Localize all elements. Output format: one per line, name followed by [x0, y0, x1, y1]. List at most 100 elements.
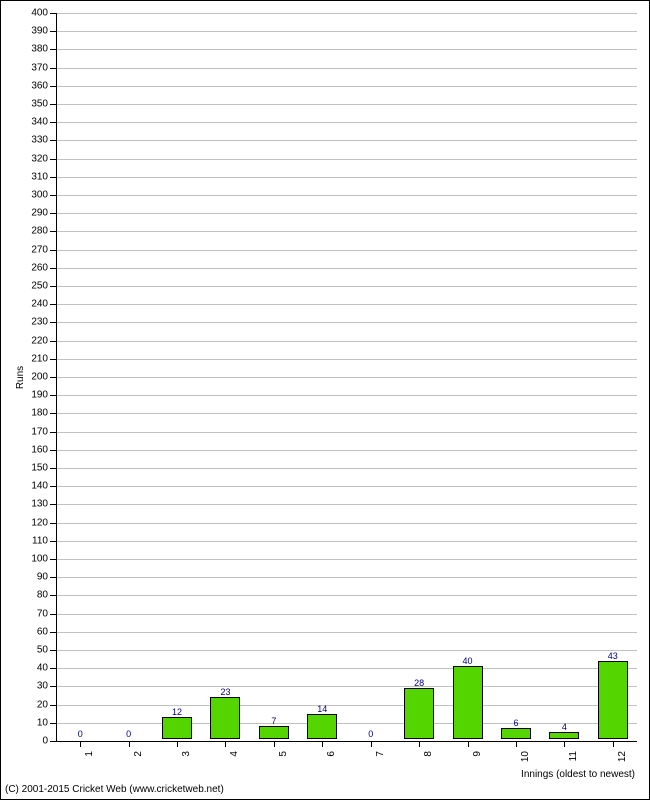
gridline: [56, 286, 637, 287]
gridline: [56, 686, 637, 687]
footer-copyright: (C) 2001-2015 Cricket Web (www.cricketwe…: [5, 784, 224, 795]
y-tick-label: 130: [1, 499, 48, 510]
y-tick-label: 360: [1, 80, 48, 91]
gridline: [56, 377, 637, 378]
y-tick-label: 50: [1, 645, 48, 656]
y-tick-label: 220: [1, 335, 48, 346]
bar: [259, 726, 289, 739]
y-tick-label: 110: [1, 535, 48, 546]
x-tick-label: 10: [520, 751, 531, 762]
gridline: [56, 159, 637, 160]
y-tick-label: 370: [1, 62, 48, 73]
bar: [549, 732, 579, 739]
gridline: [56, 341, 637, 342]
gridline: [56, 668, 637, 669]
gridline: [56, 231, 637, 232]
y-tick-label: 60: [1, 626, 48, 637]
bar-value-label: 14: [317, 704, 327, 714]
x-tick-label: 6: [326, 751, 337, 757]
gridline: [56, 632, 637, 633]
gridline: [56, 413, 637, 414]
x-axis-title: Innings (oldest to newest): [521, 769, 635, 780]
x-tick-label: 7: [375, 751, 386, 757]
y-tick-label: 380: [1, 44, 48, 55]
y-tick-label: 90: [1, 572, 48, 583]
bar: [162, 717, 192, 739]
x-tick-label: 1: [84, 751, 95, 757]
bar: [453, 666, 483, 739]
bar-value-label: 7: [271, 716, 276, 726]
y-tick-label: 300: [1, 190, 48, 201]
bar-value-label: 28: [414, 678, 424, 688]
gridline: [56, 177, 637, 178]
gridline: [56, 140, 637, 141]
y-tick-label: 140: [1, 481, 48, 492]
gridline: [56, 104, 637, 105]
y-tick-label: 30: [1, 681, 48, 692]
gridline: [56, 595, 637, 596]
bar-value-label: 23: [220, 687, 230, 697]
bar-value-label: 4: [562, 722, 567, 732]
bar-value-label: 0: [368, 729, 373, 739]
gridline: [56, 250, 637, 251]
y-tick-label: 170: [1, 426, 48, 437]
x-tick-label: 4: [229, 751, 240, 757]
gridline: [56, 432, 637, 433]
gridline: [56, 122, 637, 123]
y-tick-label: 40: [1, 663, 48, 674]
y-tick-label: 230: [1, 317, 48, 328]
y-tick-label: 330: [1, 135, 48, 146]
chart-container: 0102030405060708090100110120130140150160…: [0, 0, 650, 800]
y-tick-label: 190: [1, 390, 48, 401]
gridline: [56, 213, 637, 214]
gridline: [56, 49, 637, 50]
bar-value-label: 40: [463, 656, 473, 666]
gridline: [56, 195, 637, 196]
y-tick-label: 400: [1, 8, 48, 19]
gridline: [56, 68, 637, 69]
gridline: [56, 705, 637, 706]
y-tick-label: 260: [1, 262, 48, 273]
gridline: [56, 559, 637, 560]
gridline: [56, 486, 637, 487]
gridline: [56, 31, 637, 32]
y-tick-label: 100: [1, 554, 48, 565]
y-tick-label: 350: [1, 99, 48, 110]
y-tick-label: 240: [1, 299, 48, 310]
gridline: [56, 504, 637, 505]
y-tick-label: 320: [1, 153, 48, 164]
y-tick-label: 20: [1, 699, 48, 710]
bar: [404, 688, 434, 739]
x-tick-label: 9: [472, 751, 483, 757]
y-tick-label: 390: [1, 26, 48, 37]
y-tick-label: 80: [1, 590, 48, 601]
y-tick-label: 70: [1, 608, 48, 619]
gridline: [56, 359, 637, 360]
y-tick-label: 340: [1, 117, 48, 128]
x-tick-label: 5: [278, 751, 289, 757]
y-tick-label: 250: [1, 281, 48, 292]
y-tick-label: 270: [1, 244, 48, 255]
y-tick-label: 0: [1, 736, 48, 747]
gridline: [56, 723, 637, 724]
bar-value-label: 0: [78, 729, 83, 739]
bar-value-label: 6: [513, 718, 518, 728]
gridline: [56, 450, 637, 451]
bar: [307, 714, 337, 739]
gridline: [56, 304, 637, 305]
gridline: [56, 268, 637, 269]
gridline: [56, 577, 637, 578]
y-tick-label: 210: [1, 353, 48, 364]
y-axis-title: Runs: [15, 366, 26, 389]
bar: [598, 661, 628, 739]
x-tick-label: 2: [133, 751, 144, 757]
y-tick-label: 310: [1, 171, 48, 182]
y-tick-label: 280: [1, 226, 48, 237]
gridline: [56, 13, 637, 14]
gridline: [56, 395, 637, 396]
bar: [210, 697, 240, 739]
bar-value-label: 0: [126, 729, 131, 739]
bar: [501, 728, 531, 739]
bar-value-label: 43: [608, 651, 618, 661]
y-tick-label: 180: [1, 408, 48, 419]
